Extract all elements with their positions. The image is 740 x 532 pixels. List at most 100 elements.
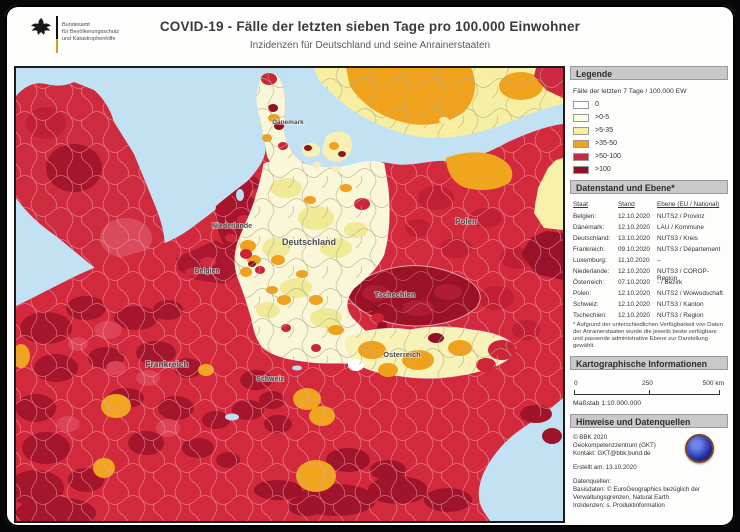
hinweise-header: Hinweise und Datenquellen xyxy=(570,414,728,428)
table-footnote: * Aufgrund der unterschiedlichen Verfügb… xyxy=(573,322,723,349)
legend-label: >5-35 xyxy=(595,127,614,134)
inzidenzen-text: Inzidenzen: s. Produktinformation xyxy=(573,502,665,509)
bbk-logo: Bundesamt für Bevölkerungsschutz und Kat… xyxy=(29,15,119,53)
cell: NUTS3 / Département xyxy=(657,246,721,253)
cell: Niederlande: xyxy=(573,268,610,275)
legend-row: >35-50 xyxy=(573,138,617,149)
scale-mid-tick xyxy=(649,390,650,394)
cell: 13.10.2020 xyxy=(618,235,650,242)
legend-label: >50-100 xyxy=(595,153,621,160)
cell: Dänemark: xyxy=(573,224,605,231)
legend-subtitle: Fälle der letzten 7 Tage / 100.000 EW xyxy=(573,88,687,95)
legend-row: >100 xyxy=(573,164,611,175)
basisdaten-text: Basisdaten: © EuroGeographics bezüglich … xyxy=(573,486,701,501)
cell: NUTS3 / Kreis xyxy=(657,235,698,242)
page-subtitle: Inzidenzen für Deutschland und seine Anr… xyxy=(249,40,491,51)
scale-bar: 0 250 500 km xyxy=(574,380,724,400)
region-czechia xyxy=(346,265,481,327)
legend-label: >35-50 xyxy=(595,140,617,147)
cell: NUTS2 / Provinz xyxy=(657,213,705,220)
cell: Belgien: xyxy=(573,213,597,220)
label-france: Frankreich xyxy=(145,359,188,369)
legend-swatch xyxy=(573,165,589,174)
cell: 12.10.2020 xyxy=(618,290,650,297)
region-germany xyxy=(234,159,390,365)
label-switzerland: Schweiz xyxy=(256,376,284,383)
col-staat: Staat xyxy=(573,201,588,208)
legend-swatch xyxy=(573,152,589,161)
legend-row: >50-100 xyxy=(573,151,621,162)
legend-label: >0-5 xyxy=(595,114,610,121)
east-yellow-strip xyxy=(534,158,563,230)
legend-swatch xyxy=(573,126,589,135)
cell: 12.10.2020 xyxy=(618,301,650,308)
cell: 12.10.2020 xyxy=(618,268,650,275)
region-great-britain xyxy=(16,82,165,282)
label-denmark: Dänemark xyxy=(272,119,304,126)
legend-swatch xyxy=(573,139,589,148)
scale-tick-250: 250 xyxy=(642,380,653,387)
region-sweden xyxy=(314,68,563,138)
federal-eagle-icon xyxy=(31,18,51,35)
poland-orange-patch xyxy=(446,152,513,190)
map-sidebar: Legende Fälle der letzten 7 Tage / 100.0… xyxy=(570,66,730,521)
logo-text: Bundesamt für Bevölkerungsschutz und Kat… xyxy=(62,22,120,42)
country-labels: Dänemark Niederlande Belgien Deutschland… xyxy=(144,118,477,384)
col-ebene: Ebene (EU / National) xyxy=(657,201,720,208)
page-title: COVID-19 - Fälle der letzten sieben Tage… xyxy=(159,19,581,34)
lake-geneva xyxy=(225,413,239,421)
scale-tick-500: 500 km xyxy=(702,380,724,387)
cell: NUTS3 / Kanton xyxy=(657,301,704,308)
cell: 11.10.2020 xyxy=(618,257,650,264)
copyright-text: © BBK 2020 xyxy=(573,434,608,441)
label-poland: Polen xyxy=(455,217,477,226)
cell: – xyxy=(657,257,661,264)
logo-divider xyxy=(56,16,58,53)
legend-row: >5-35 xyxy=(573,125,613,136)
label-germany: Deutschland xyxy=(282,237,336,247)
cell: Frankreich: xyxy=(573,246,605,253)
quellen-label: Datenquellen: xyxy=(573,478,612,485)
scale-tick-0: 0 xyxy=(574,380,578,387)
legend-header: Legende xyxy=(570,66,728,80)
incidence-map: Dänemark Niederlande Belgien Deutschland… xyxy=(14,66,565,523)
cell: - / Bezirk xyxy=(657,279,683,286)
cell: Österreich: xyxy=(573,279,605,286)
cell: LAU / Kommune xyxy=(657,224,704,231)
massstab-text: Maßstab 1:10.000.000 xyxy=(573,400,642,407)
europe-map-svg: Dänemark Niederlande Belgien Deutschland… xyxy=(16,68,563,521)
erstellt-text: Erstellt am: 13.10.2020 xyxy=(573,464,637,471)
cell: Tschechien: xyxy=(573,312,607,319)
report-page: Bundesamt für Bevölkerungsschutz und Kat… xyxy=(5,5,735,527)
cell: Deutschland: xyxy=(573,235,611,242)
cell: Schweiz: xyxy=(573,301,599,308)
col-stand: Stand xyxy=(618,201,635,208)
org-text: Geokompetenzzentrum (GKT) xyxy=(573,442,656,449)
scale-line xyxy=(574,390,720,395)
karto-header: Kartographische Informationen xyxy=(570,356,728,370)
cell: 12.10.2020 xyxy=(618,312,650,319)
cell: Luxemburg: xyxy=(573,257,607,264)
label-czechia: Tschechien xyxy=(375,290,416,299)
cell: 12.10.2020 xyxy=(618,213,650,220)
cell: NUTS3 / Region xyxy=(657,312,704,319)
kontakt-text: Kontakt: GKT@bbk.bund.de xyxy=(573,450,651,457)
datenstand-header: Datenstand und Ebene* xyxy=(570,180,728,194)
region-austria xyxy=(343,326,517,379)
cell: 07.10.2020 xyxy=(618,279,650,286)
lake-constance xyxy=(292,365,302,371)
legend-swatch xyxy=(573,100,589,109)
legend-row: >0-5 xyxy=(573,112,609,123)
region-denmark xyxy=(256,72,352,172)
cell: NUTS3 / COROP-Region xyxy=(657,268,709,282)
cell: 12.10.2020 xyxy=(618,224,650,231)
label-belgium: Belgien xyxy=(194,268,219,275)
legend-label: >100 xyxy=(595,166,611,173)
globe-icon xyxy=(685,434,714,463)
label-austria: Österreich xyxy=(383,350,421,359)
legend-label: 0 xyxy=(595,101,599,108)
cell: NUTS2 / Woiwodschaft xyxy=(657,290,723,297)
label-netherlands: Niederlande xyxy=(212,223,252,230)
cell: 09.10.2020 xyxy=(618,246,650,253)
ijsselmeer xyxy=(236,189,244,201)
